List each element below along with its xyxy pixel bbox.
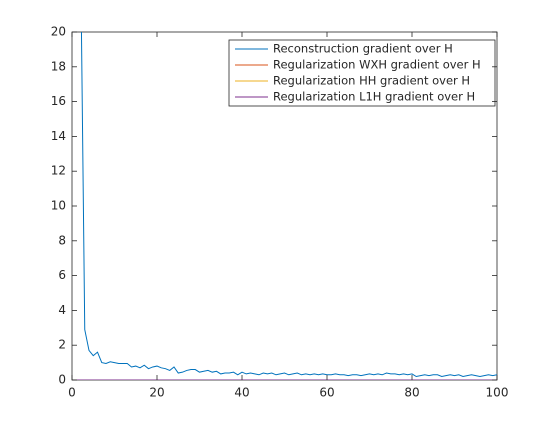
y-tick-label: 10 [51,199,66,213]
legend-label: Reconstruction gradient over H [273,42,453,56]
y-tick-label: 16 [51,94,66,108]
y-tick-label: 14 [51,129,66,143]
x-tick-label: 20 [149,386,164,400]
y-tick-label: 12 [51,164,66,178]
y-tick-label: 8 [58,233,66,247]
x-tick-label: 80 [404,386,419,400]
y-tick-label: 2 [58,338,66,352]
x-tick-label: 0 [68,386,76,400]
legend-label: Regularization L1H gradient over H [273,90,475,104]
x-tick-label: 100 [486,386,509,400]
y-tick-label: 6 [58,268,66,282]
data-line [80,32,497,378]
x-tick-label: 60 [319,386,334,400]
y-tick-label: 18 [51,59,66,73]
y-tick-label: 4 [58,303,66,317]
legend-label: Regularization HH gradient over H [273,74,470,88]
legend-label: Regularization WXH gradient over H [273,58,481,72]
x-tick-label: 40 [234,386,249,400]
plot-area [76,32,497,380]
legend-box [228,39,496,107]
y-tick-label: 20 [51,25,66,39]
legend: Reconstruction gradient over H Regulariza… [228,39,496,107]
y-tick-label: 0 [58,373,66,387]
